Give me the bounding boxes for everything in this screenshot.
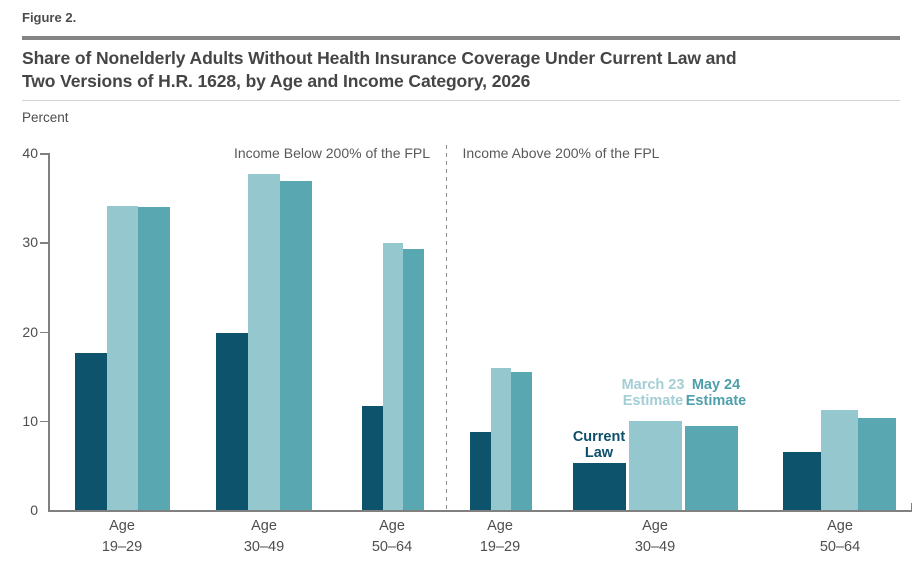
group-label-line2: 19–29	[479, 539, 521, 555]
bar-current_law-s1-30–49	[216, 333, 248, 510]
group-label-line2: 30–49	[243, 539, 285, 555]
bar-current_law-s2-30–49	[573, 462, 626, 510]
bar-march_23-s1-30–49	[248, 173, 280, 510]
legend-line1: March 23	[621, 377, 685, 393]
y-tick-mark-30	[40, 242, 48, 244]
x-axis-baseline	[48, 510, 912, 512]
y-axis-unit-label: Percent	[22, 110, 69, 125]
legend-line2: Estimate	[622, 393, 684, 409]
group-label-line1: Age	[487, 518, 513, 534]
bar-may_24-s1-30–49	[280, 180, 312, 510]
x-axis-end-tick	[910, 503, 912, 510]
legend-current-law: Current Law	[539, 429, 659, 461]
bar-march_23-s2-19–29	[490, 368, 511, 510]
group-label-line1: Age	[251, 518, 277, 534]
figure-title-line1: Share of Nonelderly Adults Without Healt…	[22, 48, 737, 68]
bar-march_23-s1-50–64	[382, 243, 403, 510]
y-tick-label-40: 40	[22, 145, 38, 161]
group-label-line2: 50–64	[371, 539, 413, 555]
bar-current_law-s2-50–64	[783, 451, 821, 510]
legend-line1: May 24	[691, 377, 741, 393]
y-tick-label-30: 30	[22, 234, 38, 251]
x-axis-group-label-s1-19–29: Age 19–29	[52, 516, 192, 558]
title-bottom-rule	[22, 100, 900, 101]
title-top-rule	[22, 36, 900, 40]
bar-march_23-s1-19–29	[106, 205, 138, 510]
bar-may_24-s1-19–29	[138, 207, 170, 510]
bar-current_law-s2-19–29	[470, 432, 491, 510]
group-label-line1: Age	[642, 518, 668, 534]
group-label-line1: Age	[827, 518, 853, 534]
section-label-below-fpl: Income Below 200% of the FPL	[233, 145, 431, 161]
x-axis-group-label-s2-50–64: Age 50–64	[770, 516, 910, 558]
y-tick-label-0: 0	[30, 502, 38, 518]
group-label-line2: 50–64	[819, 539, 861, 555]
group-label-line1: Age	[109, 518, 135, 534]
figure-label: Figure 2.	[22, 10, 77, 25]
y-tick-label-10: 10	[22, 412, 38, 429]
legend-line2: Estimate	[685, 393, 747, 409]
y-tick-mark-40	[40, 153, 48, 155]
bar-march_23-s2-50–64	[820, 410, 858, 510]
bar-march_23-s2-30–49	[629, 420, 682, 510]
y-tick-mark-10	[40, 420, 48, 423]
group-label-line1: Age	[379, 518, 405, 534]
y-axis-line	[48, 153, 50, 511]
figure-title-line2: Two Versions of H.R. 1628, by Age and In…	[22, 71, 531, 91]
group-label-line2: 19–29	[101, 539, 143, 555]
section-label-above-fpl: Income Above 200% of the FPL	[462, 145, 660, 161]
x-axis-group-label-s2-30–49: Age 30–49	[585, 516, 725, 558]
bar-current_law-s1-50–64	[362, 405, 383, 510]
bar-may_24-s2-19–29	[511, 371, 532, 510]
bar-current_law-s1-19–29	[75, 352, 107, 510]
y-tick-label-20: 20	[22, 323, 38, 340]
section-divider-dashed-line	[446, 145, 447, 510]
bar-may_24-s1-50–64	[403, 249, 424, 510]
legend-line1: Current	[572, 429, 626, 445]
x-axis-group-label-s1-50–64: Age 50–64	[322, 516, 462, 558]
bar-may_24-s2-30–49	[685, 426, 738, 510]
legend-line2: Law	[584, 445, 614, 461]
legend-may-24: May 24 Estimate	[656, 377, 776, 409]
group-label-line2: 30–49	[634, 539, 676, 555]
x-axis-group-label-s2-19–29: Age 19–29	[430, 516, 570, 558]
legend-march-23: March 23 Estimate	[593, 377, 713, 409]
y-tick-mark-20	[40, 331, 48, 333]
bar-may_24-s2-50–64	[858, 418, 896, 510]
x-axis-group-label-s1-30–49: Age 30–49	[194, 516, 334, 558]
